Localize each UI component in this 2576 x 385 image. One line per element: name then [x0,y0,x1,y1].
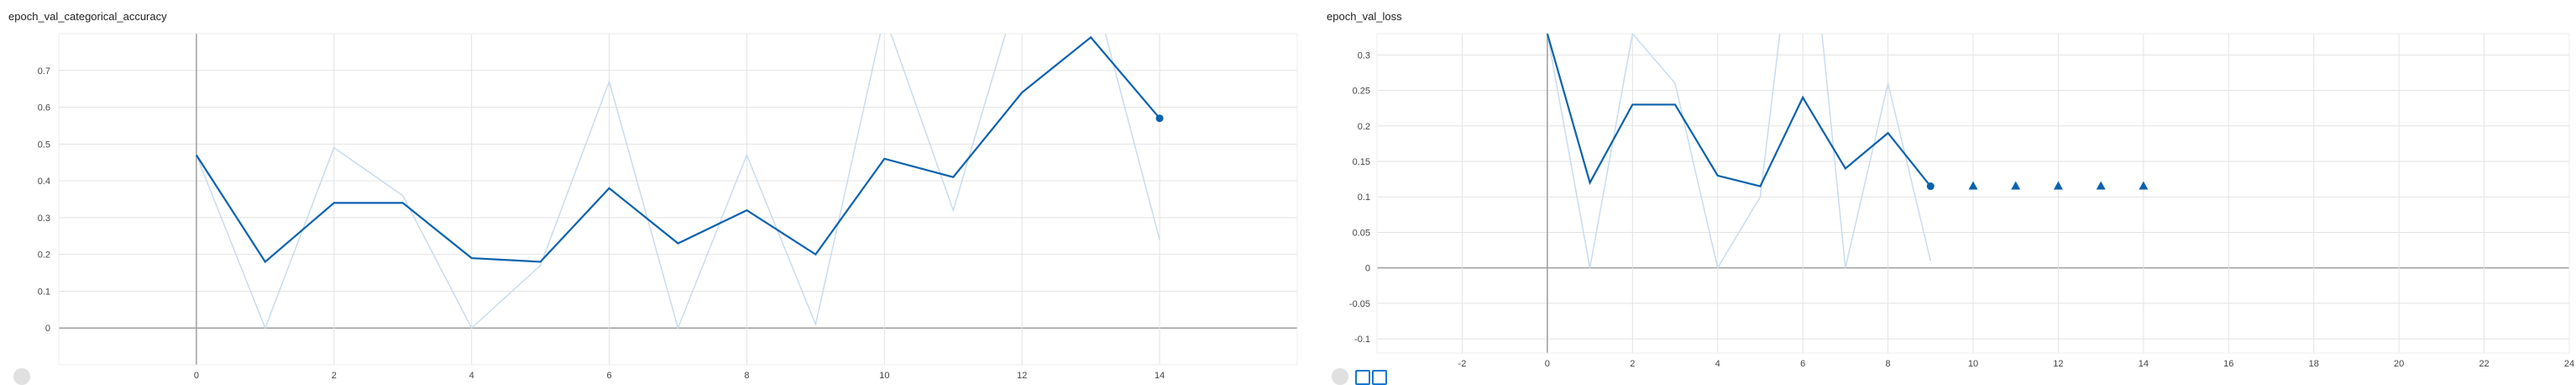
x-tick-label: 0 [194,371,199,378]
last-point-marker[interactable] [1926,182,1935,191]
triangle-marker[interactable] [1968,181,1978,190]
x-tick-label: 8 [1886,359,1891,369]
x-tick-label: 14 [2139,359,2149,369]
triangle-marker[interactable] [2139,181,2149,190]
last-point-marker[interactable] [1155,114,1164,123]
y-tick-label: 0 [1365,264,1370,274]
chart-title: epoch_val_categorical_accuracy [8,10,167,23]
chart-panel-val-loss: epoch_val_loss -0.1 -0.05 0 0.05 0.1 0.15 0.2 0… [1318,0,2576,385]
y-tick-label: 0.25 [1353,87,1370,97]
fit-domain-toggle-icon[interactable] [1372,370,1387,385]
x-tick-label: 20 [2394,359,2404,369]
y-tick-label: 0 [45,324,50,334]
x-tick-label: 4 [469,371,474,378]
plot-frame [1376,33,2570,354]
y-tick-label: -0.1 [1354,335,1370,345]
plot-frame [58,33,1298,366]
x-tick-label: 22 [2479,359,2489,369]
x-tick-label: 18 [2309,359,2319,369]
y-tick-label: 0.6 [38,103,50,113]
chart-val-accuracy: 0 0.1 0.2 0.3 0.4 0.5 0.6 0.7 0 2 4 6 8 10 12 14 [38,33,1298,378]
y-tick-label: 0.2 [1358,122,1370,132]
x-tick-label: 24 [2564,359,2574,369]
triangle-marker[interactable] [2011,181,2021,190]
x-tick-label: 6 [1800,359,1805,369]
smoothed-series-line [1546,34,1932,187]
chart-panel-val-accuracy: epoch_val_categorical_accuracy 0 0.1 0.2 0.… [0,0,1310,385]
smoothed-series-line [195,35,1160,264]
x-tick-label: 12 [2053,359,2063,369]
triangle-marker[interactable] [2053,181,2063,190]
y-tick-label: 0.3 [1358,50,1370,61]
raw-series-line [196,34,1160,330]
expand-toggle-icon[interactable] [13,368,30,385]
y-tick-label: 0.05 [1353,228,1370,238]
x-tick-label: 6 [606,371,611,378]
x-tick-label: 8 [744,371,749,378]
x-tick-label: 16 [2223,359,2233,369]
x-tick-label: 12 [1017,371,1027,378]
chart-title: epoch_val_loss [1327,10,1402,23]
x-tick-label: 0 [1545,359,1550,369]
x-tick-label: 10 [879,371,889,378]
x-tick-label: 14 [1154,371,1165,378]
x-tick-label: 4 [1715,359,1720,369]
x-tick-label: -2 [1458,359,1467,369]
x-tick-label: 2 [332,371,337,378]
y-tick-label: 0.2 [38,251,50,261]
y-tick-label: -0.05 [1349,299,1370,309]
y-tick-label: 0.3 [38,214,50,224]
x-tick-label: 10 [1968,359,1978,369]
triangle-marker[interactable] [2096,181,2106,190]
raw-series-line [1547,34,1932,270]
expand-toggle-icon[interactable] [1332,368,1348,385]
y-tick-label: 0.5 [38,140,50,150]
y-tick-label: 0.4 [38,177,50,187]
y-tick-label: 0.1 [1358,192,1370,203]
y-tick-label: 0.7 [38,66,50,76]
y-tick-label: 0.1 [38,287,50,297]
x-tick-label: 2 [1630,359,1635,369]
log-scale-toggle-icon[interactable] [1355,370,1370,385]
y-tick-label: 0.15 [1353,157,1370,167]
